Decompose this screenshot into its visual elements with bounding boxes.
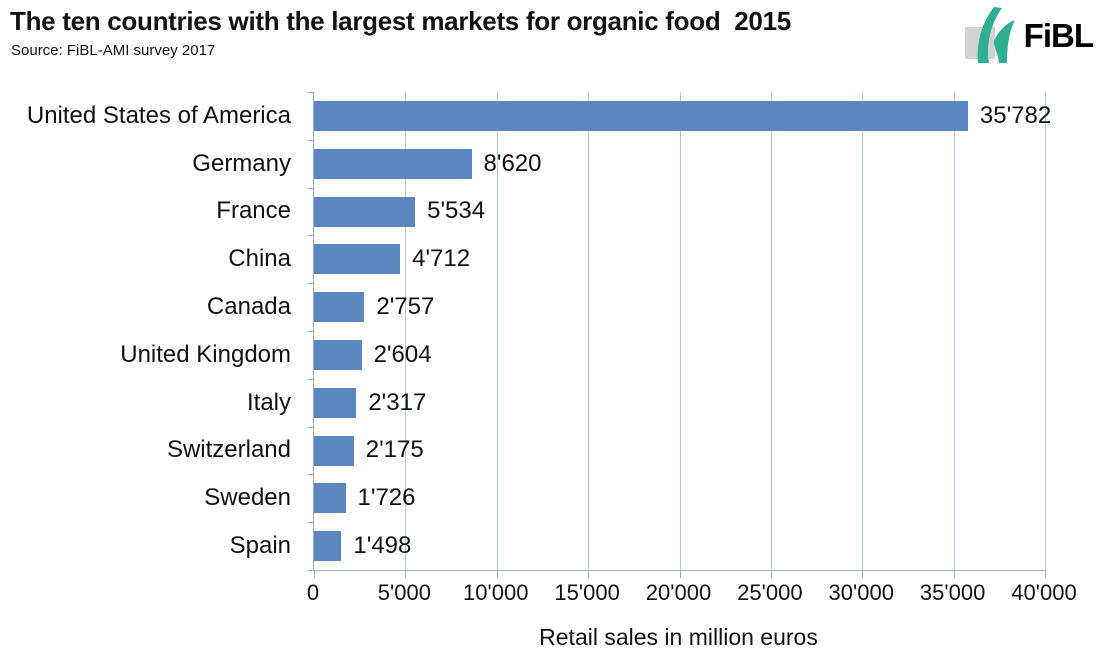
value-label: 1'726 [357,484,416,512]
source-note: Source: FiBL-AMI survey 2017 [11,42,216,59]
bar-row: 5'534 [314,188,1045,236]
x-axis-tick [314,570,315,578]
bar-row: 2'604 [314,331,1045,379]
y-axis-tick [307,187,314,189]
bar [314,483,346,514]
bar-row: 8'620 [314,140,1045,188]
category-label: Italy [246,388,291,416]
bar-row: 1'726 [314,474,1045,522]
x-axis-tick [679,570,681,578]
x-axis-title: Retail sales in million euros [539,624,818,650]
x-tick-label: 20'000 [645,580,712,605]
x-tick-label: 5'000 [377,580,431,605]
category-label: Sweden [204,484,291,512]
value-label: 8'620 [483,149,542,177]
x-tick-label: 30'000 [828,580,894,605]
category-label: France [216,197,291,225]
value-label: 1'498 [353,532,412,560]
y-axis-tick [307,474,314,476]
gridline [679,92,681,570]
category-label: United States of America [26,101,291,129]
bar [314,148,472,179]
category-label: Switzerland [166,436,291,464]
y-axis-tick [307,522,314,524]
x-axis-tick [496,570,498,578]
x-tick-label: 10'000 [463,580,529,605]
gridline [770,92,772,570]
y-axis-tick [307,92,314,93]
bar [314,292,365,323]
gridline [1045,92,1046,570]
x-tick-label: 0 [306,580,320,605]
y-axis-tick [307,378,314,380]
gridline [588,92,590,570]
bar [314,244,401,275]
bar [314,387,357,418]
x-axis-tick [405,570,407,578]
plot-area: 35'782 8'620 5'534 4'712 2'757 2'604 2'317 2'17… [307,92,1051,578]
x-tick-label: 25'000 [737,580,803,605]
y-axis-tick [307,283,314,285]
y-axis-tick [307,139,314,141]
bar [314,531,342,562]
y-axis-tick [307,570,314,571]
value-label: 2'317 [368,388,427,416]
x-tick-label: 35'000 [919,580,986,605]
x-axis-tick [770,570,772,578]
bar-row: 35'782 [314,92,1051,140]
y-axis-tick [307,426,314,428]
gridline [405,92,407,570]
value-label: 2'175 [365,436,424,464]
gridline [953,92,955,570]
bar-row: 2'317 [314,379,1045,427]
bar-row: 2'757 [314,283,1045,331]
x-axis-tick [953,570,955,578]
x-axis-tick-labels: 0 5'000 10'000 15'000 20'000 25'000 30'000 35'0… [307,580,1077,610]
value-label: 2'604 [373,340,432,368]
bar [314,435,354,466]
value-label: 5'534 [427,197,486,225]
bar [314,196,416,227]
gridline [862,92,864,570]
x-tick-label: 40'000 [1011,580,1077,605]
x-axis-tick [588,570,590,578]
y-axis-tick [307,331,314,332]
bar-row: 2'175 [314,427,1045,475]
x-axis-tick [862,570,864,578]
category-label: Canada [206,293,291,321]
bar-row: 4'712 [314,235,1045,283]
y-axis-labels: United States of America Germany France Chi… [0,92,291,570]
value-label: 4'712 [412,245,471,273]
bar [314,101,968,131]
fibl-logo-mark [964,7,1015,63]
y-axis-tick [307,235,314,237]
gridline [496,92,498,570]
value-label: 35'782 [979,101,1052,129]
value-label: 2'757 [376,293,435,321]
fibl-logo: FiBL [964,4,1094,68]
page-title: The ten countries with the largest marke… [10,6,791,36]
bar [314,340,362,370]
x-tick-label: 15'000 [554,580,620,605]
fibl-logo-text: FiBL [1023,17,1094,54]
category-label: Spain [229,532,291,560]
bar-row: 1'498 [314,522,1045,570]
category-label: China [228,245,291,273]
category-label: Germany [192,149,291,177]
category-label: United Kingdom [120,340,291,368]
x-axis-tick [1045,570,1046,578]
